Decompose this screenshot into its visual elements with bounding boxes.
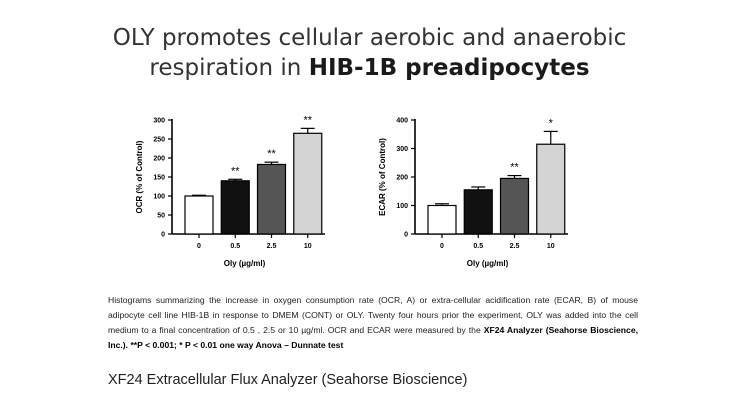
x-axis-label: Oly (µg/ml) [467,259,509,268]
x-tick-label: 2.5 [267,243,277,250]
footer-text: XF24 Extracellular Flux Analyzer (Seahor… [108,372,468,388]
x-tick-label: 2.5 [510,243,520,250]
y-tick-label: 200 [396,175,408,182]
significance-marker: ** [231,165,240,177]
bar-2.5 [256,163,287,235]
slide-title-line2: respiration in HIB-1B preadipocytes [0,54,739,82]
bar-0.5 [220,180,250,235]
slide-title-line1: OLY promotes cellular aerobic and anaero… [112,25,627,51]
ocr-bar-chart: 0 50 100 150 200 250 300 OCR (% of Control) 0 ** 0… [135,114,325,268]
y-tick-label: 300 [153,118,165,125]
x-tick-label: 0 [197,243,201,250]
bar-10 [536,143,566,235]
y-tick-label: 0 [404,232,408,239]
bar-2.5 [499,177,530,235]
ecar-bar-chart: 0 100 200 300 400 ECAR (% of Control) 0 0.5 ** 2.… [378,117,568,268]
x-tick-label: 10 [547,243,555,250]
y-tick-label: 150 [153,175,165,182]
y-axis-label: ECAR (% of Control) [378,138,387,216]
caption-text: Histograms summarizing the increase in o… [108,295,638,335]
y-tick-label: 250 [153,137,165,144]
y-tick-label: 200 [153,156,165,163]
significance-marker: * [549,117,554,129]
x-tick-label: 0.5 [230,243,240,250]
y-axis-label: OCR (% of Control) [135,140,144,213]
x-axis-label: Oly (µg/ml) [224,259,266,268]
title-line2-bold: HIB-1B preadipocytes [308,55,590,81]
y-tick-label: 0 [161,232,165,239]
caption-bold-text: XF24 Analyzer (Seahorse Bioscience, Inc.… [108,325,638,350]
x-tick-label: 10 [304,243,312,250]
significance-marker: ** [303,114,312,126]
y-tick-label: 300 [396,146,408,153]
x-tick-label: 0.5 [473,243,483,250]
y-tick-label: 400 [396,118,408,125]
significance-marker: ** [267,148,276,160]
x-tick-label: 0 [440,243,444,250]
bar-10 [293,132,323,235]
y-tick-label: 100 [396,203,408,210]
figure-caption: Histograms summarizing the increase in o… [108,293,638,353]
y-tick-label: 50 [157,213,165,220]
significance-marker: ** [510,162,519,174]
bar-0 [427,204,457,235]
title-line2-prefix: respiration in [149,55,309,81]
y-tick-label: 100 [153,194,165,201]
bar-0 [184,195,214,235]
bar-0.5 [463,189,493,235]
